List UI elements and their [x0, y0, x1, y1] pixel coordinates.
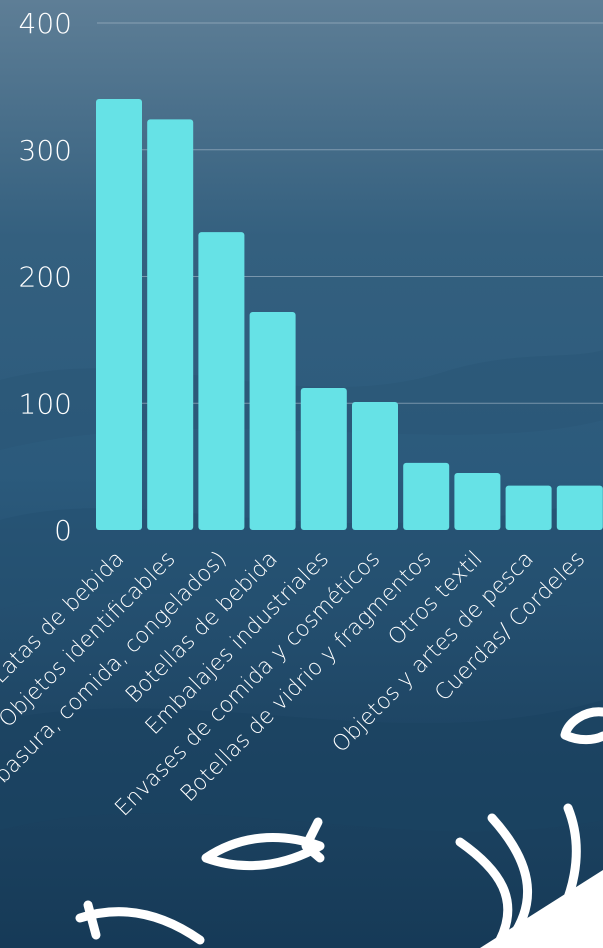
- bar: [198, 232, 245, 530]
- y-tick-label: 100: [19, 387, 72, 420]
- bar: [352, 401, 398, 530]
- bar: [147, 119, 194, 530]
- y-axis-ticks: 0 100 200 300 400: [19, 7, 72, 547]
- bar: [300, 388, 347, 530]
- seaweed-icon: [455, 803, 581, 945]
- y-tick-label: 400: [19, 7, 72, 40]
- bars: [96, 99, 603, 531]
- y-tick-label: 200: [19, 261, 72, 294]
- bar: [505, 485, 552, 530]
- y-tick-label: 0: [54, 514, 72, 547]
- bar: [556, 485, 603, 530]
- fish-icon: [201, 817, 325, 871]
- bar: [403, 462, 450, 530]
- y-tick-label: 300: [19, 134, 72, 167]
- bar: [249, 311, 296, 530]
- fish-icon: [560, 707, 603, 745]
- bar: [454, 472, 501, 530]
- fish-icon: [75, 900, 205, 945]
- bar: [96, 99, 142, 531]
